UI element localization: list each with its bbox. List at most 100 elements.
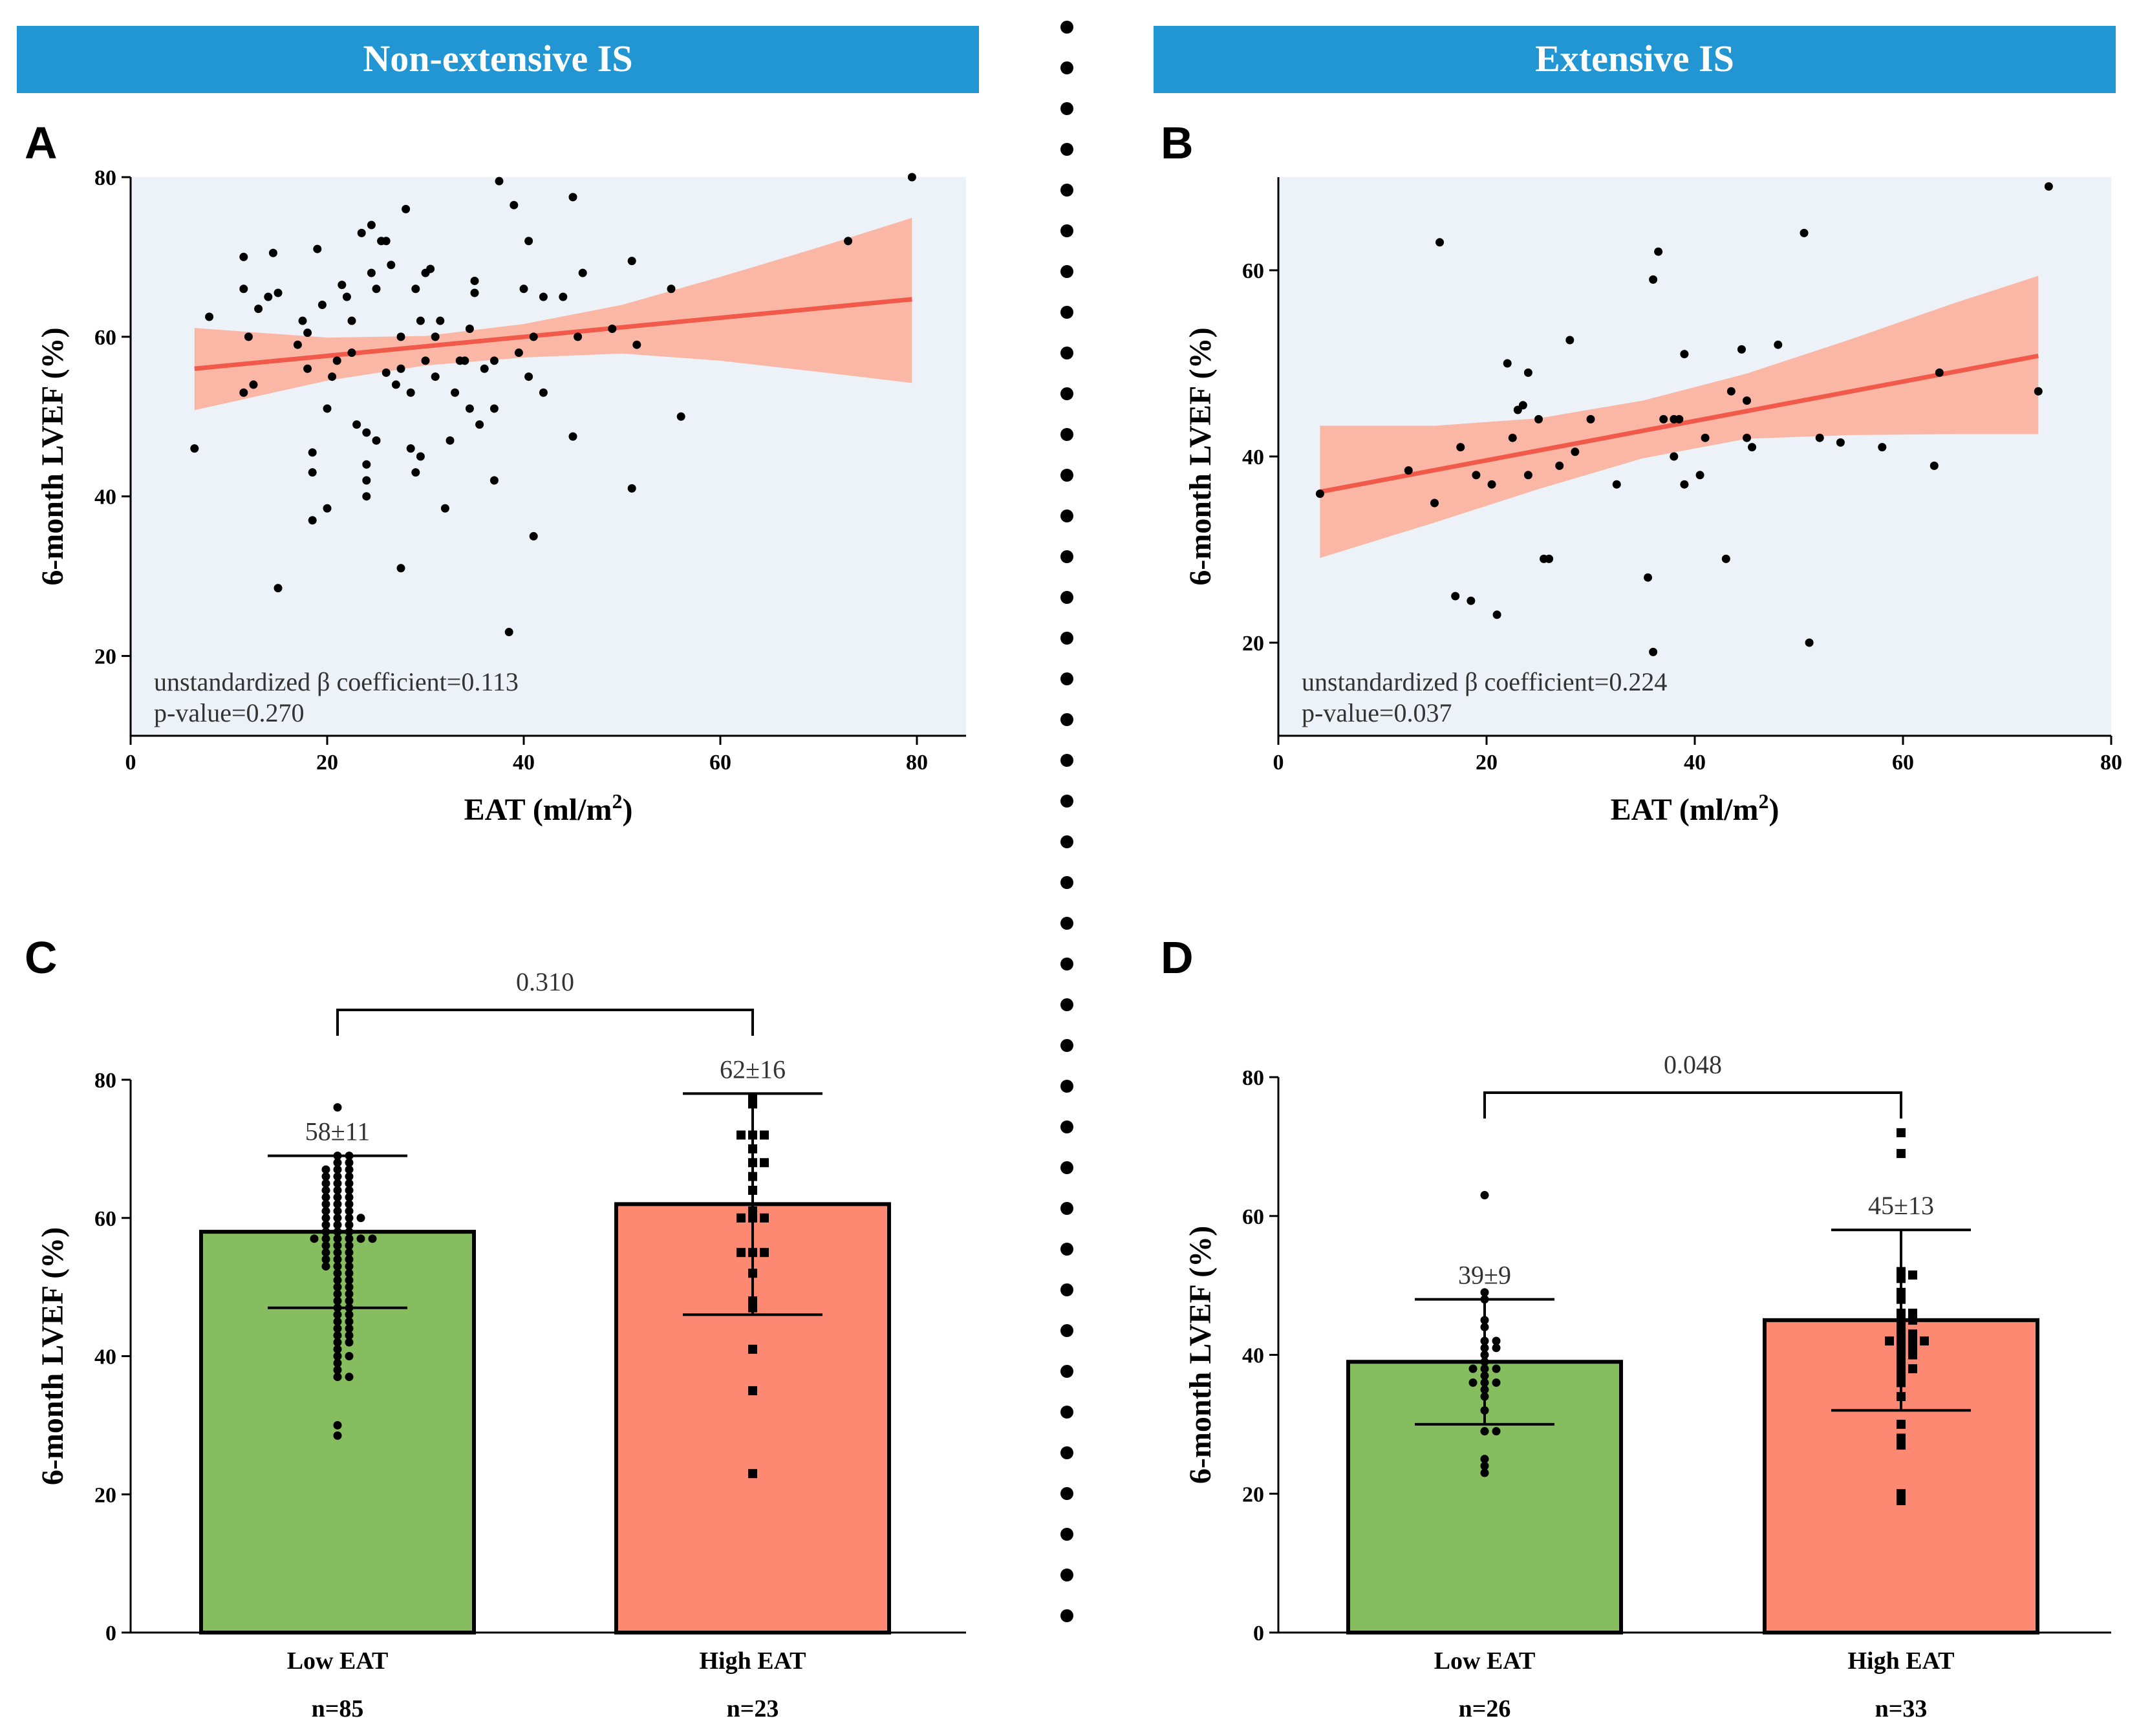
y-tick-label: 0	[105, 1622, 116, 1645]
data-point	[510, 200, 519, 209]
data-point	[1815, 433, 1824, 442]
data-point	[345, 1234, 354, 1243]
data-point	[1492, 1364, 1501, 1373]
x-axis-label-end: )	[622, 793, 632, 827]
y-axis-label: 6-month LVEF (%)	[36, 327, 70, 585]
y-tick-label: 40	[1242, 1344, 1264, 1368]
data-point	[748, 1469, 757, 1479]
scatter-panel-a: 20 40 60 80 0 20 40 60 80 unstandardized β coeffi…	[36, 166, 966, 827]
y-tick-label: 80	[94, 1069, 116, 1093]
data-point	[332, 356, 341, 365]
data-point	[411, 468, 420, 477]
data-point	[1555, 461, 1564, 470]
data-point	[1492, 1336, 1501, 1345]
divider-dot	[1060, 1243, 1073, 1256]
banner-right-title: Extensive IS	[1535, 38, 1734, 80]
divider-dot	[1060, 1406, 1073, 1419]
data-point	[489, 356, 499, 365]
y-tick-label: 60	[94, 326, 116, 350]
data-point	[1701, 433, 1710, 442]
x-axis-label-sup: 2	[612, 789, 622, 813]
data-point	[239, 284, 248, 294]
data-point	[345, 1331, 354, 1340]
coefficient-annotation: unstandardized β coefficient=0.224	[1302, 667, 1667, 696]
data-point	[1492, 610, 1501, 619]
data-point	[321, 1193, 330, 1202]
data-point	[736, 1248, 746, 1258]
data-point	[421, 356, 430, 365]
data-point	[382, 368, 391, 377]
divider-dot	[1060, 632, 1073, 645]
data-point	[317, 300, 327, 309]
data-point	[345, 1296, 354, 1305]
data-point	[748, 1344, 757, 1354]
data-point	[372, 284, 381, 294]
value-label: 39±9	[1458, 1261, 1511, 1290]
x-axis-label: EAT (ml/m2)	[1611, 789, 1779, 827]
y-tick-label: 60	[94, 1207, 116, 1231]
y-tick-label: 80	[94, 166, 116, 190]
data-point	[345, 1165, 354, 1174]
data-point	[1897, 1128, 1906, 1137]
x-tick-label: 40	[513, 751, 535, 775]
data-point	[310, 1234, 319, 1243]
data-point	[504, 628, 513, 637]
sample-size-label: n=85	[312, 1695, 364, 1722]
data-point	[431, 372, 440, 381]
data-point	[1487, 480, 1496, 489]
data-point	[321, 1227, 330, 1236]
data-point	[907, 173, 916, 182]
data-point	[321, 1186, 330, 1195]
data-point	[333, 1373, 342, 1382]
data-point	[345, 1179, 354, 1188]
divider-dot	[1060, 835, 1073, 848]
data-point	[357, 228, 366, 237]
data-point	[274, 584, 283, 593]
data-point	[387, 261, 396, 270]
y-tick-label: 20	[94, 645, 116, 669]
data-point	[574, 332, 583, 341]
data-point	[1908, 1364, 1917, 1373]
data-point	[333, 1420, 342, 1430]
data-point	[367, 268, 376, 277]
data-point	[345, 1324, 354, 1333]
data-point	[426, 264, 435, 273]
y-tick-label: 40	[94, 486, 116, 509]
data-point	[559, 292, 568, 301]
bar-panel-d: 39±9 45±13 0.048 0 20 40 60 80 Low EAT n=26 High E…	[1183, 1050, 2111, 1722]
divider-dot	[1060, 224, 1073, 237]
banner-left-title: Non-extensive IS	[363, 38, 632, 80]
divider-dot	[1060, 1080, 1073, 1093]
data-point	[1472, 471, 1481, 480]
data-point	[736, 1130, 746, 1140]
divider-dot	[1060, 998, 1073, 1011]
data-point	[1518, 401, 1527, 410]
data-point	[608, 325, 617, 334]
data-point	[568, 432, 577, 441]
data-point	[1404, 466, 1413, 475]
data-point	[1774, 340, 1783, 349]
data-point	[239, 388, 248, 397]
data-point	[345, 1172, 354, 1181]
data-point	[333, 1324, 342, 1333]
value-label: 58±11	[305, 1117, 370, 1146]
data-point	[1503, 359, 1512, 368]
divider-dot	[1060, 387, 1073, 400]
data-point	[676, 412, 685, 421]
data-point	[489, 404, 499, 413]
p-value-label: 0.310	[516, 967, 574, 996]
data-point	[1836, 438, 1845, 447]
data-point	[465, 325, 474, 334]
divider-dot	[1060, 876, 1073, 889]
banner-right	[1154, 26, 2116, 93]
data-point	[345, 1255, 354, 1264]
data-point	[1523, 471, 1532, 480]
data-point	[1748, 443, 1757, 452]
data-point	[293, 340, 302, 349]
data-point	[321, 1179, 330, 1188]
data-point	[321, 1172, 330, 1181]
data-point	[440, 504, 449, 513]
divider-dot	[1060, 795, 1073, 808]
divider-dot	[1060, 143, 1073, 156]
data-point	[1612, 480, 1621, 489]
